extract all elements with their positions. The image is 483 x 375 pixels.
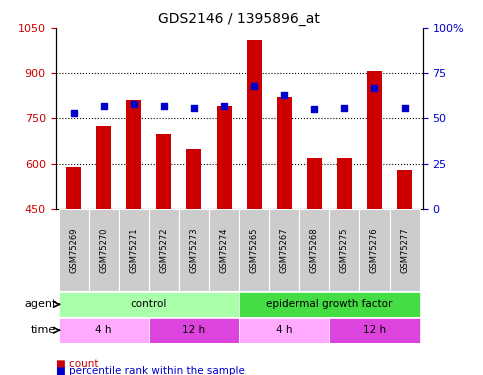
Bar xyxy=(359,209,389,291)
Bar xyxy=(149,318,239,343)
Point xyxy=(311,106,318,112)
Text: ■ count: ■ count xyxy=(56,360,98,369)
Text: time: time xyxy=(31,325,57,335)
Text: GSM75268: GSM75268 xyxy=(310,227,319,273)
Bar xyxy=(397,170,412,209)
Text: agent: agent xyxy=(24,299,57,309)
Bar xyxy=(239,209,269,291)
Bar xyxy=(389,209,420,291)
Bar xyxy=(58,318,149,343)
Bar xyxy=(89,209,119,291)
Bar xyxy=(58,292,239,317)
Bar xyxy=(247,40,262,209)
Point xyxy=(401,105,409,111)
Bar xyxy=(58,209,89,291)
Bar xyxy=(367,71,382,209)
Bar xyxy=(96,126,111,209)
Point xyxy=(160,103,168,109)
Text: ■ percentile rank within the sample: ■ percentile rank within the sample xyxy=(56,366,244,375)
Bar xyxy=(329,209,359,291)
Bar xyxy=(277,98,292,209)
Bar xyxy=(329,318,420,343)
Bar xyxy=(156,134,171,209)
Text: GSM75274: GSM75274 xyxy=(220,227,228,273)
Text: 12 h: 12 h xyxy=(183,325,205,335)
Bar xyxy=(239,292,420,317)
Bar xyxy=(209,209,239,291)
Bar xyxy=(269,209,299,291)
Bar xyxy=(179,209,209,291)
Text: control: control xyxy=(130,299,167,309)
Text: GSM75271: GSM75271 xyxy=(129,227,138,273)
Bar xyxy=(307,158,322,209)
Text: GSM75275: GSM75275 xyxy=(340,227,349,273)
Text: GSM75272: GSM75272 xyxy=(159,227,169,273)
Point xyxy=(341,105,348,111)
Point xyxy=(220,103,228,109)
Text: GSM75273: GSM75273 xyxy=(189,227,199,273)
Bar xyxy=(126,100,142,209)
Bar xyxy=(149,209,179,291)
Bar xyxy=(216,106,231,209)
Bar xyxy=(186,148,201,209)
Text: 4 h: 4 h xyxy=(96,325,112,335)
Text: GSM75267: GSM75267 xyxy=(280,227,289,273)
Text: GSM75277: GSM75277 xyxy=(400,227,409,273)
Text: GSM75265: GSM75265 xyxy=(250,227,258,273)
Text: GSM75269: GSM75269 xyxy=(69,227,78,273)
Bar xyxy=(337,158,352,209)
Bar xyxy=(119,209,149,291)
Point xyxy=(250,83,258,89)
Text: epidermal growth factor: epidermal growth factor xyxy=(266,299,393,309)
Bar xyxy=(66,167,81,209)
Point xyxy=(100,103,108,109)
Text: 4 h: 4 h xyxy=(276,325,293,335)
Point xyxy=(190,105,198,111)
Title: GDS2146 / 1395896_at: GDS2146 / 1395896_at xyxy=(158,12,320,26)
Point xyxy=(280,92,288,98)
Bar xyxy=(239,318,329,343)
Point xyxy=(370,85,378,91)
Point xyxy=(70,110,77,116)
Bar xyxy=(299,209,329,291)
Text: GSM75270: GSM75270 xyxy=(99,227,108,273)
Point xyxy=(130,101,138,107)
Text: 12 h: 12 h xyxy=(363,325,386,335)
Text: GSM75276: GSM75276 xyxy=(370,227,379,273)
